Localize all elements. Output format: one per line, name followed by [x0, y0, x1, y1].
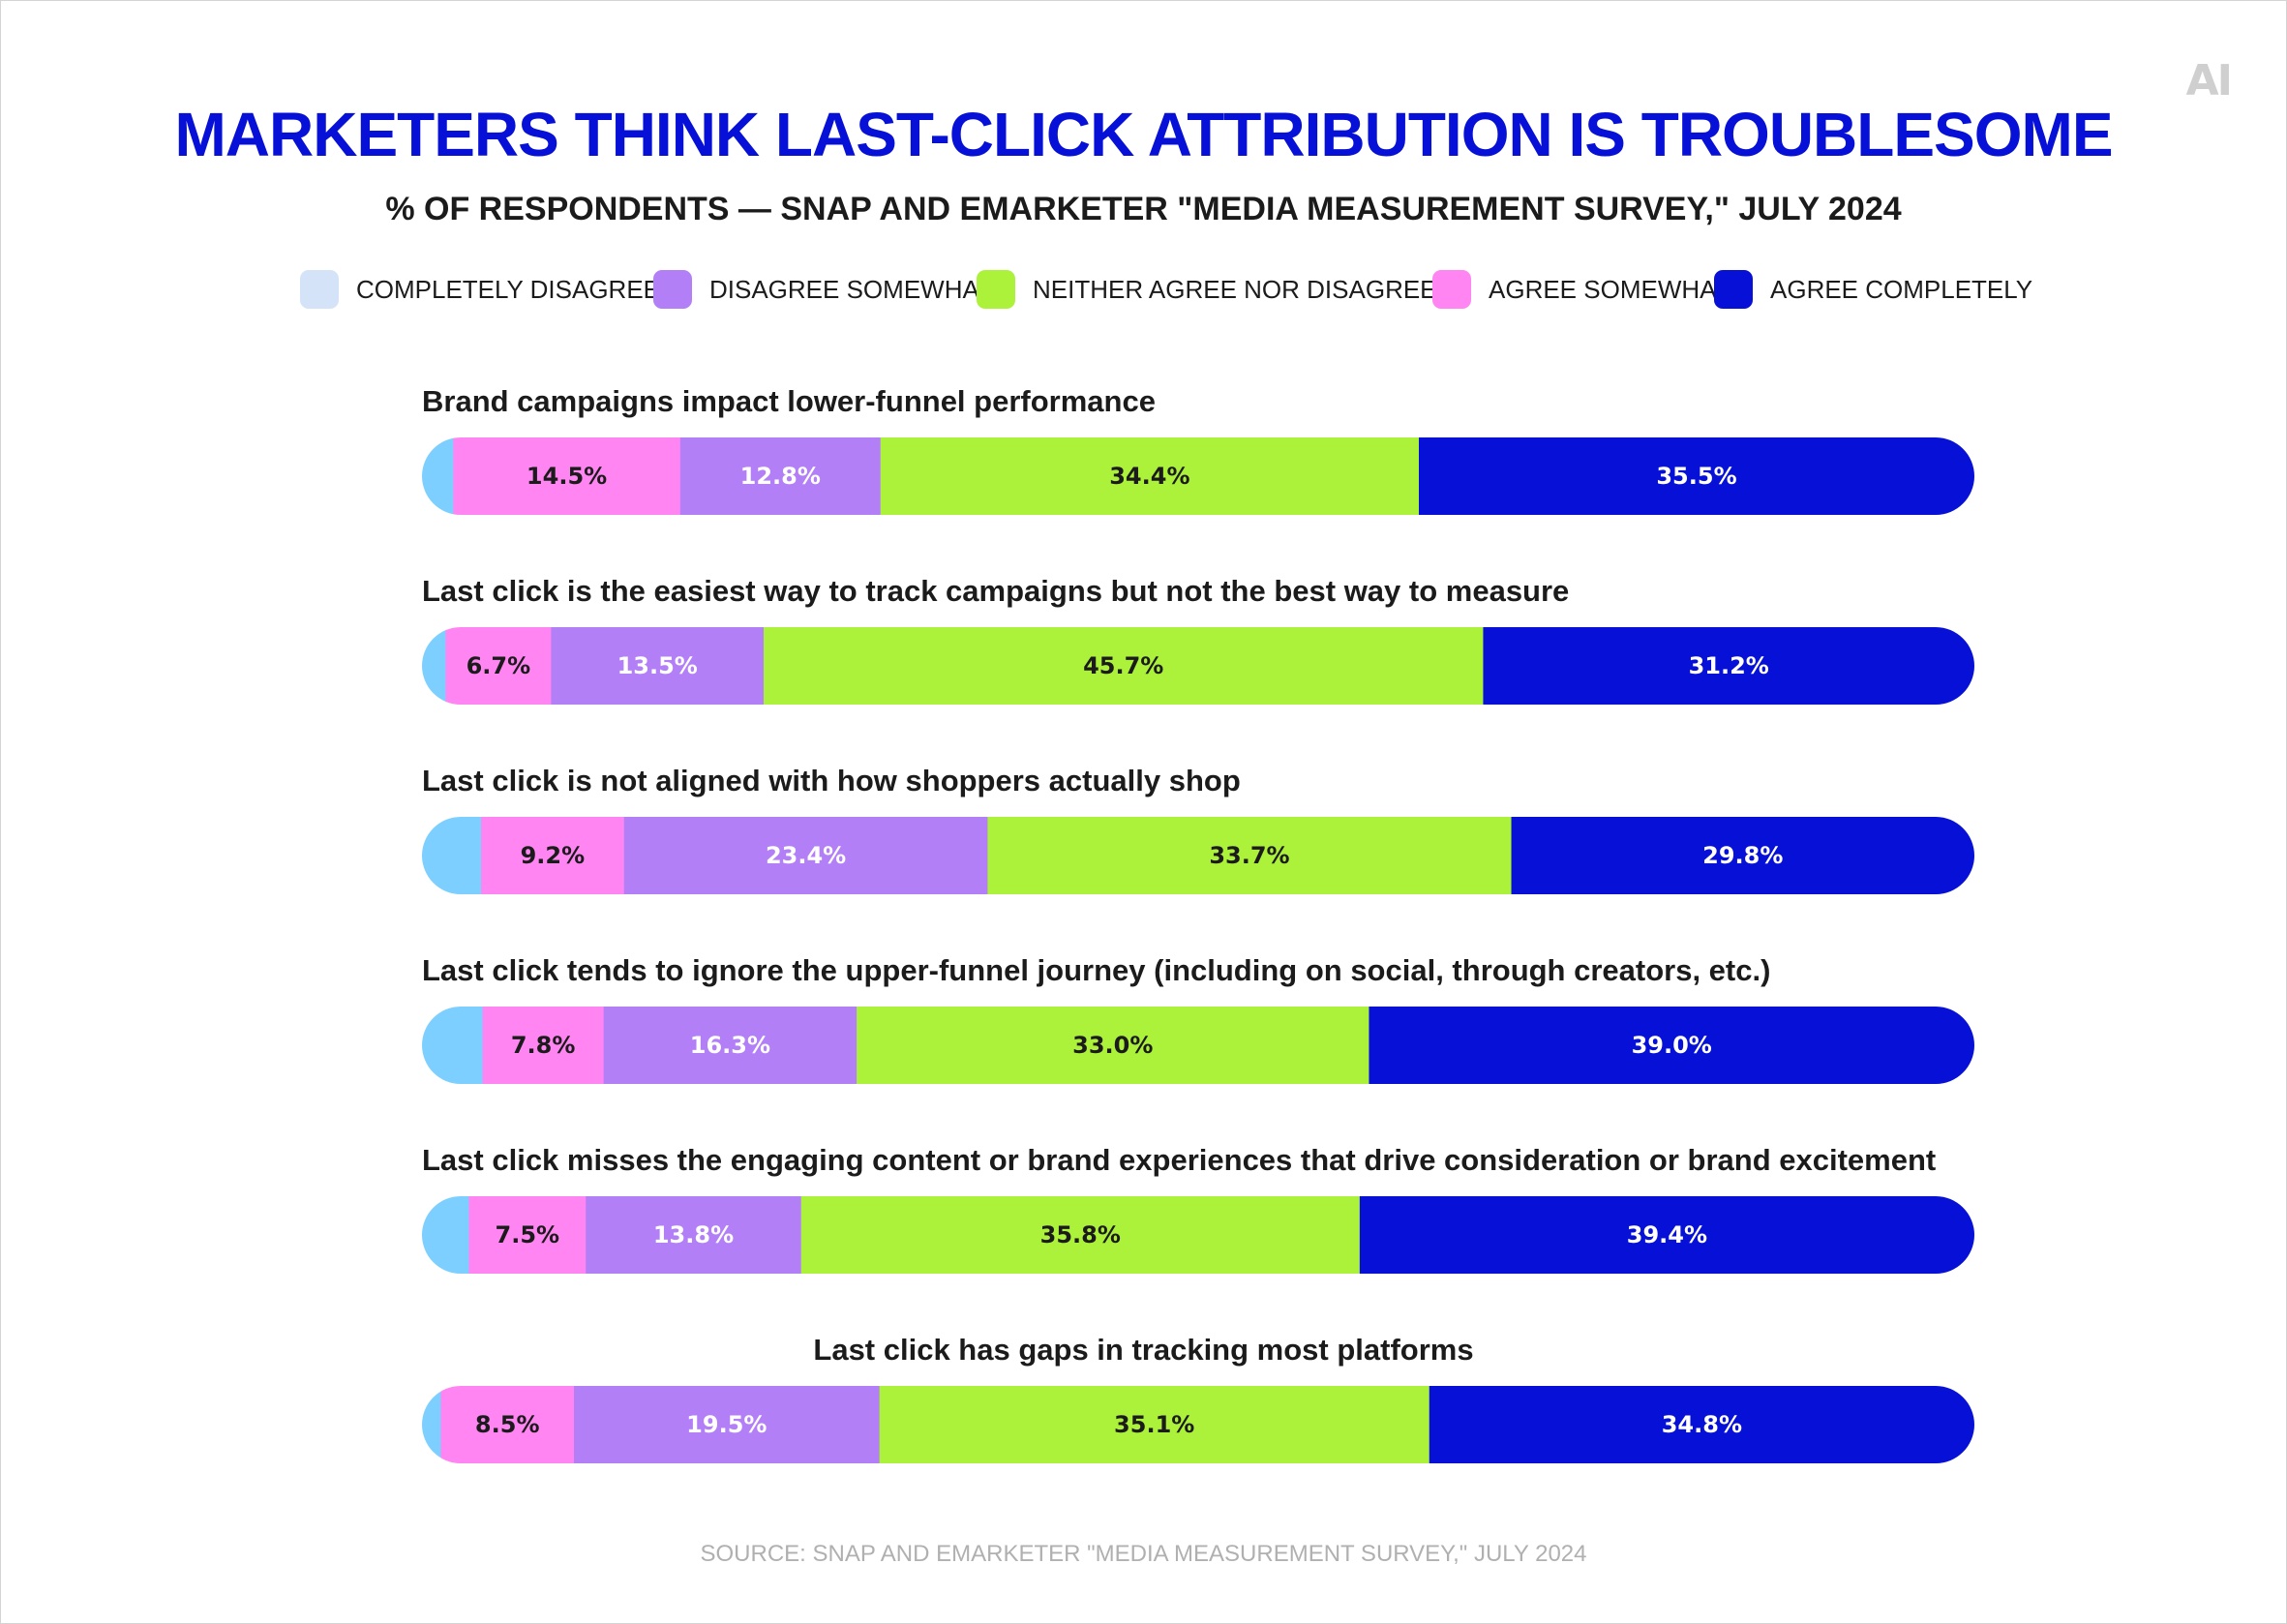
legend-label: COMPLETELY DISAGREE: [356, 274, 661, 304]
bar-segment-agree-completely: [1359, 1196, 1974, 1274]
legend-swatch: [653, 270, 692, 309]
legend-item-completely-disagree: COMPLETELY DISAGREE: [300, 269, 660, 310]
bar-segment-agree-somewhat: [468, 1196, 587, 1274]
segment-value-label: 23.4%: [766, 842, 846, 869]
segment-value-label: 33.7%: [1209, 842, 1289, 869]
question-label: Brand campaigns impact lower-funnel perf…: [422, 384, 1156, 418]
segment-value-label: 34.4%: [1109, 463, 1189, 490]
segment-value-label: 33.0%: [1072, 1032, 1153, 1059]
legend-swatch: [1432, 270, 1471, 309]
segment-value-label: 14.5%: [527, 463, 607, 490]
chart-title: MARKETERS THINK LAST-CLICK ATTRIBUTION I…: [174, 100, 2113, 169]
bar-segment-completely-disagree: [422, 817, 482, 894]
bar-row: [422, 437, 1974, 515]
segment-value-label: 35.5%: [1656, 463, 1736, 490]
bar-segment-neither: [880, 437, 1420, 515]
legend-item-agree-somewhat: AGREE SOMEWHAT: [1432, 269, 1730, 310]
bar-segment-disagree-somewhat: [551, 627, 765, 705]
segment-value-label: 12.8%: [740, 463, 821, 490]
segment-value-label: 6.7%: [466, 652, 531, 679]
legend-label: NEITHER AGREE NOR DISAGREE: [1033, 274, 1437, 304]
segment-value-label: 13.5%: [617, 652, 698, 679]
segment-value-label: 7.8%: [511, 1032, 576, 1059]
bar-segment-disagree-somewhat: [679, 437, 882, 515]
segment-value-label: 31.2%: [1689, 652, 1769, 679]
bar-segment-neither: [857, 1007, 1370, 1084]
bar-segment-neither: [987, 817, 1513, 894]
legend-swatch: [977, 270, 1015, 309]
segment-value-label: 16.3%: [690, 1032, 770, 1059]
bar-row: [422, 627, 1974, 705]
question-label: Last click tends to ignore the upper-fun…: [422, 953, 1771, 987]
legend-label: AGREE COMPLETELY: [1770, 274, 2033, 304]
segment-value-label: 8.5%: [475, 1411, 540, 1438]
bar-segment-agree-completely: [1418, 437, 1974, 515]
segment-value-label: 39.0%: [1632, 1032, 1712, 1059]
segment-value-label: 35.1%: [1114, 1411, 1194, 1438]
bar-segment-agree-somewhat: [453, 437, 681, 515]
bar-segment-disagree-somewhat: [574, 1386, 881, 1463]
bar-segment-agree-completely: [1511, 817, 1974, 894]
bar-segment-completely-disagree: [422, 437, 454, 515]
bar-row: [422, 1007, 1974, 1084]
brand-logo: AI: [2185, 56, 2233, 105]
bar-row: [422, 1386, 1974, 1463]
bar-segment-agree-somewhat: [481, 817, 625, 894]
bar-row: [422, 1196, 1974, 1274]
bar-segment-agree-completely: [1429, 1386, 1974, 1463]
bar-segment-completely-disagree: [422, 627, 447, 705]
bar-segment-agree-somewhat: [440, 1386, 575, 1463]
segment-value-label: 39.4%: [1627, 1221, 1707, 1248]
bar-segment-agree-completely: [1369, 1007, 1974, 1084]
question-label: Last click has gaps in tracking most pla…: [813, 1333, 1474, 1367]
bar-segment-agree-somewhat: [445, 627, 552, 705]
question-label: Last click is the easiest way to track c…: [422, 574, 1570, 608]
bar-segment-disagree-somewhat: [586, 1196, 802, 1274]
segment-value-label: 13.8%: [653, 1221, 734, 1248]
bar-row: [422, 817, 1974, 894]
bar-segment-neither: [800, 1196, 1361, 1274]
source-note: SOURCE: SNAP AND EMARKETER "MEDIA MEASUR…: [700, 1541, 1587, 1567]
legend-label: DISAGREE SOMEWHAT: [709, 274, 993, 304]
bar-segment-completely-disagree: [422, 1196, 469, 1274]
segment-value-label: 19.5%: [686, 1411, 767, 1438]
segment-value-label: 29.8%: [1702, 842, 1783, 869]
bar-segment-completely-disagree: [422, 1386, 442, 1463]
bar-segment-agree-somewhat: [482, 1007, 605, 1084]
bar-segment-completely-disagree: [422, 1007, 484, 1084]
legend-swatch: [300, 270, 339, 309]
segment-value-label: 9.2%: [521, 842, 586, 869]
legend: COMPLETELY DISAGREE DISAGREE SOMEWHAT NE…: [0, 269, 2287, 310]
segment-value-label: 45.7%: [1083, 652, 1163, 679]
segment-value-label: 34.8%: [1662, 1411, 1742, 1438]
bar-segment-disagree-somewhat: [603, 1007, 858, 1084]
bar-segment-neither: [764, 627, 1485, 705]
question-label: Last click is not aligned with how shopp…: [422, 764, 1241, 797]
bar-segment-agree-completely: [1483, 627, 1974, 705]
bar-segment-neither: [879, 1386, 1430, 1463]
question-label: Last click misses the engaging content o…: [422, 1143, 1937, 1177]
segment-value-label: 35.8%: [1040, 1221, 1121, 1248]
bar-segment-disagree-somewhat: [623, 817, 989, 894]
legend-item-neither: NEITHER AGREE NOR DISAGREE: [977, 269, 1437, 310]
legend-item-agree-completely: AGREE COMPLETELY: [1714, 269, 2032, 310]
segment-value-label: 7.5%: [496, 1221, 560, 1248]
legend-label: AGREE SOMEWHAT: [1489, 274, 1730, 304]
chart-subtitle: % OF RESPONDENTS — SNAP AND EMARKETER "M…: [385, 191, 1902, 227]
legend-swatch: [1714, 270, 1753, 309]
legend-item-disagree-somewhat: DISAGREE SOMEWHAT: [653, 269, 993, 310]
